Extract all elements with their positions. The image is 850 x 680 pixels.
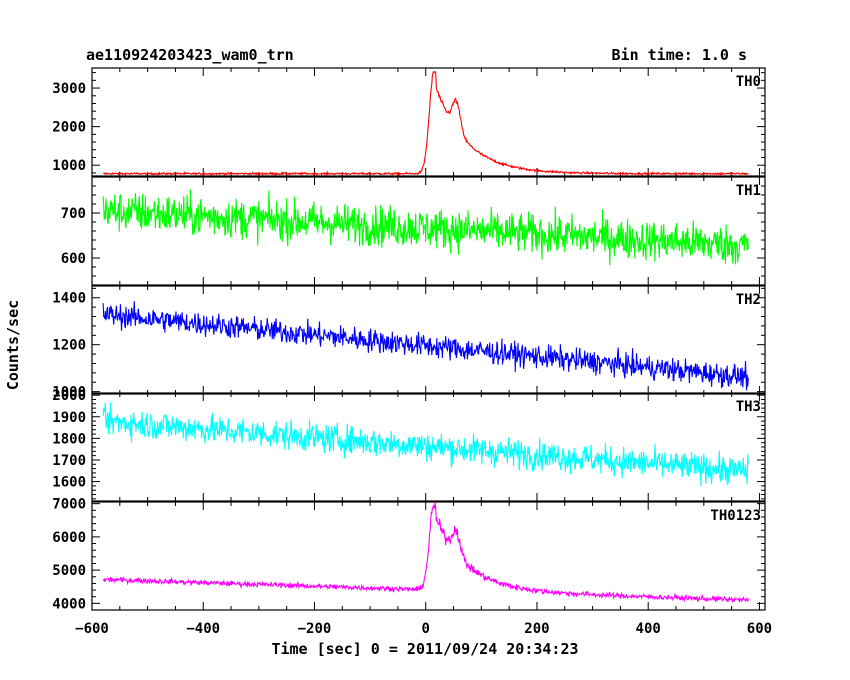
series-line-th1 <box>102 189 749 266</box>
series-label: TH1 <box>736 183 761 199</box>
y-tick-label: 6000 <box>52 530 86 546</box>
y-tick-label: 600 <box>61 251 86 267</box>
chart-title: ae110924203423_wam0_trn <box>86 46 294 64</box>
panel-frame <box>91 501 766 611</box>
y-tick-label: 1000 <box>52 385 86 401</box>
panel-frame <box>91 285 766 395</box>
x-tick-label: −400 <box>186 621 220 637</box>
y-tick-label: 2000 <box>52 120 86 136</box>
panel-th0123: 4000 5000 6000 7000 TH0123 <box>52 497 766 612</box>
y-tick-label: 5000 <box>52 563 86 579</box>
series-label: TH0 <box>736 74 761 90</box>
y-tick-label: 3000 <box>52 81 86 97</box>
y-tick-label: 1200 <box>52 338 86 354</box>
panel-th3: 1600 1700 1800 1900 2000 TH3 <box>52 388 766 502</box>
panel-th1: 600 700 TH1 <box>61 176 766 286</box>
series-label: TH2 <box>736 292 761 308</box>
y-tick-label: 700 <box>61 206 86 222</box>
series-label: TH3 <box>736 399 761 415</box>
y-axis-label: Counts/sec <box>4 300 22 390</box>
x-tick-label: −600 <box>75 621 109 637</box>
x-tick-label: −200 <box>298 621 332 637</box>
x-tick-label: 600 <box>747 621 772 637</box>
x-tick-label: 0 <box>422 621 430 637</box>
series-label: TH0123 <box>710 508 761 524</box>
y-tick-label: 2000 <box>52 388 86 404</box>
x-tick-labels: −600 −400 −200 0 200 400 600 <box>75 621 772 637</box>
x-tick-label: 400 <box>636 621 661 637</box>
x-tick-label: 200 <box>524 621 549 637</box>
y-tick-label: 1000 <box>52 158 86 174</box>
series-line-th0123 <box>102 501 749 603</box>
series-line-th0 <box>103 70 749 177</box>
x-axis-label: Time [sec] 0 = 2011/09/24 20:34:23 <box>271 640 578 658</box>
y-tick-label: 7000 <box>52 497 86 513</box>
panel-frame <box>91 67 766 177</box>
series-line-th2 <box>102 301 749 391</box>
y-tick-label: 1400 <box>52 291 86 307</box>
panel-th0: 1000 2000 3000 TH0 <box>52 67 766 177</box>
y-tick-label: 1700 <box>52 453 86 469</box>
series-line-th3 <box>102 402 749 487</box>
panel-th2: 1000 1200 1400 TH2 <box>52 285 766 401</box>
y-tick-label: 4000 <box>52 596 86 612</box>
bin-time-label: Bin time: 1.0 s <box>612 46 747 64</box>
y-tick-label: 1600 <box>52 475 86 491</box>
y-tick-label: 1800 <box>52 431 86 447</box>
y-tick-label: 1900 <box>52 410 86 426</box>
